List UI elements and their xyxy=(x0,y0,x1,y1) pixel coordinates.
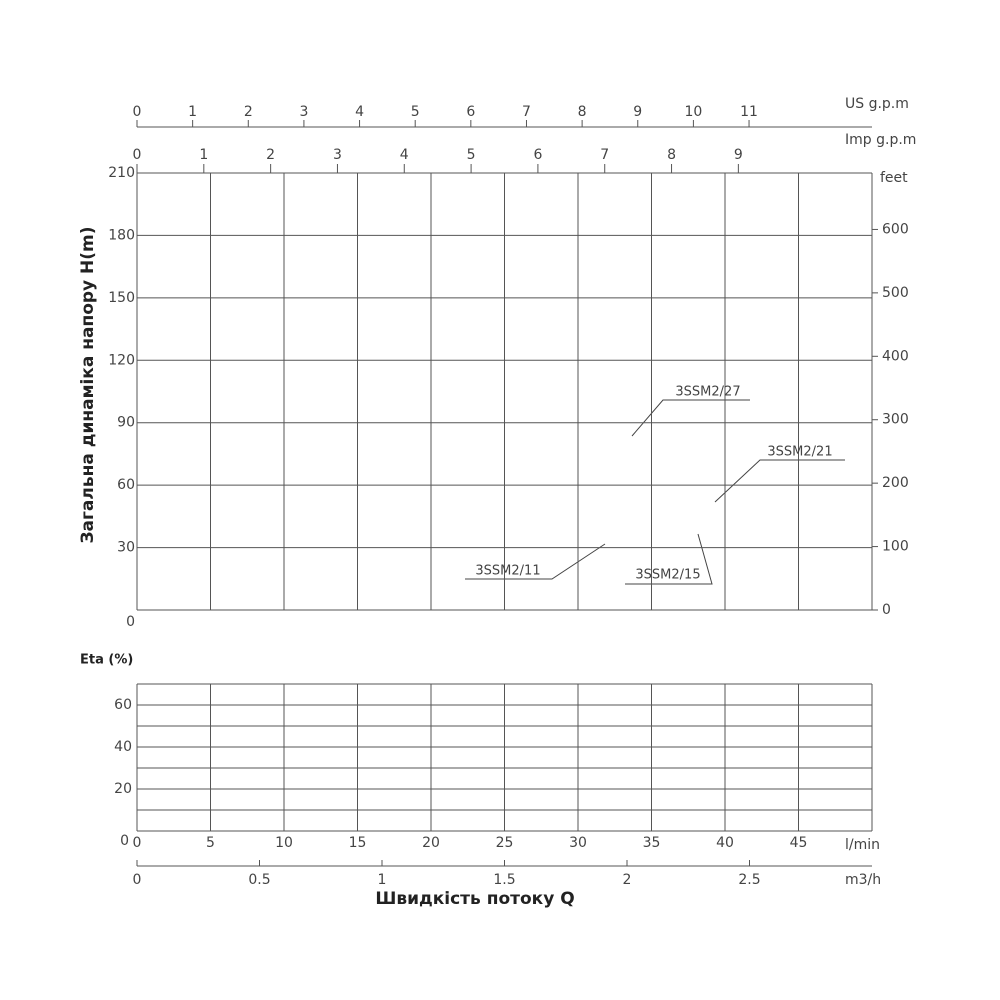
y2-axis-title: feet xyxy=(880,170,908,186)
top-axis-tick-label: 9 xyxy=(734,147,743,163)
y2-tick-label: 500 xyxy=(882,285,909,301)
x-tick-label: 0 xyxy=(133,835,142,851)
top-axis-tick-label: 1 xyxy=(199,147,208,163)
top-axis-tick-label: 9 xyxy=(633,104,642,120)
series-label: 3SSM2/11 xyxy=(475,564,540,579)
y2-tick-label: 0 xyxy=(882,602,891,618)
x-tick-label: 15 xyxy=(349,835,367,851)
y-tick-label: 210 xyxy=(108,165,135,181)
y-axis-title: Загальна динаміка напору H(m) xyxy=(78,226,98,543)
y2-tick-label: 200 xyxy=(882,475,909,491)
top-axis-tick-label: 5 xyxy=(467,147,476,163)
series-label: 3SSM2/21 xyxy=(767,445,832,460)
x-tick-label: 25 xyxy=(496,835,514,851)
y-tick-label: 60 xyxy=(117,477,135,493)
y-tick-label: 120 xyxy=(108,352,135,368)
y-tick-label: 40 xyxy=(114,739,132,755)
top-axis-tick-label: 0 xyxy=(133,147,142,163)
x2-unit-label: m3/h xyxy=(845,872,881,888)
x2-tick-label: 1.5 xyxy=(493,872,515,888)
annotation-leaders xyxy=(465,399,845,585)
x-tick-label: 10 xyxy=(275,835,293,851)
top-axis-tick-label: 6 xyxy=(533,147,542,163)
top-axis-tick-label: 6 xyxy=(466,104,475,120)
y-tick-label: 180 xyxy=(108,227,135,243)
leader-line xyxy=(714,459,845,503)
x-tick-label: 5 xyxy=(206,835,215,851)
x-unit-label: l/min xyxy=(845,837,880,853)
leader-line xyxy=(465,543,606,580)
top-axis-title: Imp g.p.m xyxy=(845,132,916,148)
y2-tick-label: 600 xyxy=(882,221,909,237)
top-axis-tick-label: 3 xyxy=(333,147,342,163)
x-tick-label: 20 xyxy=(422,835,440,851)
top-axis-tick-label: 11 xyxy=(740,104,758,120)
y-tick-label: 30 xyxy=(117,540,135,556)
top-axis-tick-label: 8 xyxy=(578,104,587,120)
eta-title: Eta (%) xyxy=(80,653,133,668)
x-axis-title: Швидкість потоку Q xyxy=(375,889,574,909)
x-tick-label: 30 xyxy=(569,835,587,851)
y-tick-label: 150 xyxy=(108,290,135,306)
x2-tick-label: 1 xyxy=(378,872,387,888)
y-tick-label: 20 xyxy=(114,781,132,797)
y-tick-label: 0 xyxy=(120,833,129,849)
series-label: 3SSM2/15 xyxy=(635,568,700,583)
top-axis-title: US g.p.m xyxy=(845,96,909,112)
x-tick-label: 40 xyxy=(716,835,734,851)
y2-tick-label: 300 xyxy=(882,412,909,428)
x2-tick-label: 2 xyxy=(623,872,632,888)
top-axis-tick-label: 10 xyxy=(684,104,702,120)
x2-tick-label: 0.5 xyxy=(248,872,270,888)
top-axis-tick-label: 4 xyxy=(355,104,364,120)
y-tick-label: 90 xyxy=(117,415,135,431)
top-axis-tick-label: 7 xyxy=(522,104,531,120)
top-axis-tick-label: 5 xyxy=(411,104,420,120)
x-tick-label: 45 xyxy=(790,835,808,851)
top-axis-tick-label: 0 xyxy=(133,104,142,120)
top-axis-tick-label: 8 xyxy=(667,147,676,163)
top-axis-tick-label: 2 xyxy=(244,104,253,120)
leader-line xyxy=(625,533,713,585)
top-axis-tick-label: 4 xyxy=(400,147,409,163)
top-axis-tick-label: 1 xyxy=(188,104,197,120)
y2-tick-label: 400 xyxy=(882,348,909,364)
y-tick-label: 0 xyxy=(126,614,135,630)
y-tick-label: 60 xyxy=(114,697,132,713)
x2-tick-label: 0 xyxy=(133,872,142,888)
x-tick-label: 35 xyxy=(643,835,661,851)
leader-line xyxy=(631,399,750,437)
x2-tick-label: 2.5 xyxy=(738,872,760,888)
top-axis-tick-label: 3 xyxy=(299,104,308,120)
series-label: 3SSM2/27 xyxy=(675,385,740,400)
top-axis-tick-label: 2 xyxy=(266,147,275,163)
top-axis-tick-label: 7 xyxy=(600,147,609,163)
y2-tick-label: 100 xyxy=(882,539,909,555)
